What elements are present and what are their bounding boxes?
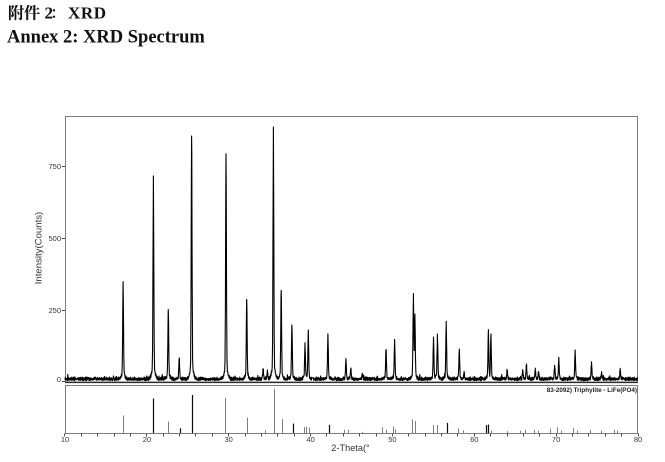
svg-text:Intensity(Counts): Intensity(Counts) bbox=[34, 212, 45, 285]
svg-text:50: 50 bbox=[388, 435, 396, 444]
svg-text:10: 10 bbox=[61, 435, 69, 444]
svg-text:250: 250 bbox=[48, 306, 61, 315]
svg-text:70: 70 bbox=[552, 435, 560, 444]
svg-text:83-2092) Triphylite - LiFe(PO4: 83-2092) Triphylite - LiFe(PO4) bbox=[547, 387, 637, 394]
svg-text:20: 20 bbox=[143, 435, 151, 444]
svg-text:2: 2 bbox=[45, 3, 54, 22]
svg-text:40: 40 bbox=[306, 435, 314, 444]
svg-text:500: 500 bbox=[48, 234, 61, 243]
svg-text:750: 750 bbox=[48, 162, 61, 171]
svg-text:80: 80 bbox=[634, 435, 642, 444]
svg-text:XRD: XRD bbox=[68, 3, 107, 22]
svg-text:2-Theta(°: 2-Theta(° bbox=[331, 443, 370, 453]
svg-text:30: 30 bbox=[225, 435, 233, 444]
svg-text:Annex 2: XRD Spectrum: Annex 2: XRD Spectrum bbox=[7, 28, 205, 48]
svg-text:0: 0 bbox=[57, 375, 61, 384]
svg-text:60: 60 bbox=[470, 435, 478, 444]
